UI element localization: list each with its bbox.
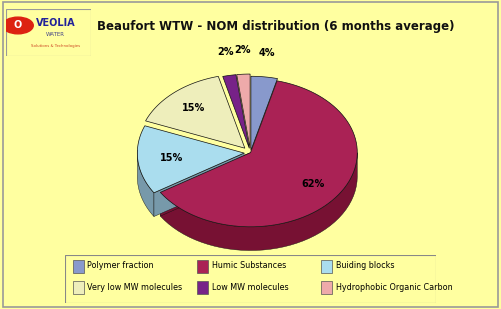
Polygon shape <box>223 75 249 148</box>
Text: Buiding blocks: Buiding blocks <box>336 261 394 270</box>
Text: Beaufort WTW - NOM distribution (6 months average): Beaufort WTW - NOM distribution (6 month… <box>97 20 454 33</box>
Polygon shape <box>137 126 244 193</box>
Text: 62%: 62% <box>301 179 324 189</box>
Text: Humic Substances: Humic Substances <box>211 261 286 270</box>
Bar <box>321 281 332 294</box>
Text: 2%: 2% <box>234 45 250 56</box>
Text: 2%: 2% <box>217 47 233 57</box>
Polygon shape <box>160 81 357 227</box>
Bar <box>73 281 84 294</box>
Text: 15%: 15% <box>182 103 205 113</box>
Bar <box>73 260 84 273</box>
Polygon shape <box>251 76 278 150</box>
Polygon shape <box>236 74 250 148</box>
Text: Polymer fraction: Polymer fraction <box>87 261 154 270</box>
Polygon shape <box>160 153 357 251</box>
Bar <box>321 260 332 273</box>
Text: O: O <box>14 20 22 31</box>
Bar <box>197 281 208 294</box>
Text: Very low MW molecules: Very low MW molecules <box>87 282 182 291</box>
Text: WATER: WATER <box>46 32 65 37</box>
Text: 15%: 15% <box>160 153 183 163</box>
Polygon shape <box>137 150 154 217</box>
Text: VEOLIA: VEOLIA <box>36 18 75 28</box>
Text: Solutions & Technologies: Solutions & Technologies <box>31 44 80 48</box>
Text: Hydrophobic Organic Carbon: Hydrophobic Organic Carbon <box>336 282 452 291</box>
Text: 4%: 4% <box>259 48 275 58</box>
Polygon shape <box>154 153 244 217</box>
Text: Low MW molecules: Low MW molecules <box>211 282 288 291</box>
Bar <box>197 260 208 273</box>
Polygon shape <box>146 76 245 148</box>
Circle shape <box>3 17 33 34</box>
Polygon shape <box>160 153 250 216</box>
